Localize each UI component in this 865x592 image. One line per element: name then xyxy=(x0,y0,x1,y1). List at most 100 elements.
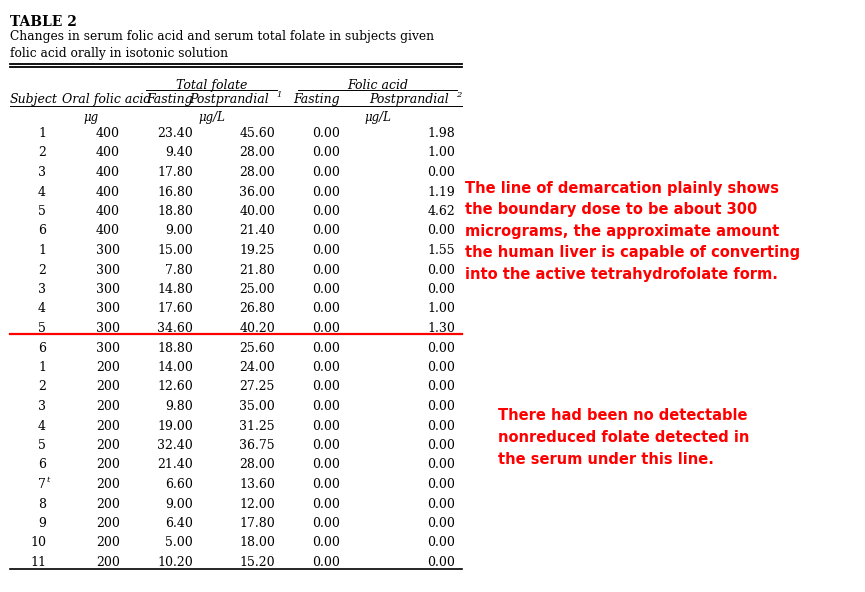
Text: The line of demarcation plainly shows
the boundary dose to be about 300
microgra: The line of demarcation plainly shows th… xyxy=(465,181,800,282)
Text: 16.80: 16.80 xyxy=(157,185,193,198)
Text: 13.60: 13.60 xyxy=(239,478,275,491)
Text: 1: 1 xyxy=(38,127,46,140)
Text: 0.00: 0.00 xyxy=(312,342,340,355)
Text: 0.00: 0.00 xyxy=(312,263,340,276)
Text: 36.00: 36.00 xyxy=(239,185,275,198)
Text: 0.00: 0.00 xyxy=(427,166,455,179)
Text: 200: 200 xyxy=(96,536,120,549)
Text: 1: 1 xyxy=(38,361,46,374)
Text: 0.00: 0.00 xyxy=(427,439,455,452)
Text: 1.98: 1.98 xyxy=(427,127,455,140)
Text: 32.40: 32.40 xyxy=(157,439,193,452)
Text: 18.00: 18.00 xyxy=(239,536,275,549)
Text: 0.00: 0.00 xyxy=(427,420,455,433)
Text: 300: 300 xyxy=(96,303,120,316)
Text: 27.25: 27.25 xyxy=(240,381,275,394)
Text: 1: 1 xyxy=(38,244,46,257)
Text: 11: 11 xyxy=(30,556,46,569)
Text: 200: 200 xyxy=(96,381,120,394)
Text: 4.62: 4.62 xyxy=(427,205,455,218)
Text: 0.00: 0.00 xyxy=(312,381,340,394)
Text: 400: 400 xyxy=(96,205,120,218)
Text: 0.00: 0.00 xyxy=(312,166,340,179)
Text: 21.80: 21.80 xyxy=(240,263,275,276)
Text: 0.00: 0.00 xyxy=(427,517,455,530)
Text: 0.00: 0.00 xyxy=(312,205,340,218)
Text: 10: 10 xyxy=(30,536,46,549)
Text: 40.20: 40.20 xyxy=(240,322,275,335)
Text: 400: 400 xyxy=(96,127,120,140)
Text: 5: 5 xyxy=(38,205,46,218)
Text: Postprandial: Postprandial xyxy=(369,93,449,106)
Text: 25.00: 25.00 xyxy=(240,283,275,296)
Text: μg/L: μg/L xyxy=(364,111,391,124)
Text: 400: 400 xyxy=(96,224,120,237)
Text: 2: 2 xyxy=(38,263,46,276)
Text: μg/L: μg/L xyxy=(198,111,225,124)
Text: 1.55: 1.55 xyxy=(427,244,455,257)
Text: 23.40: 23.40 xyxy=(157,127,193,140)
Text: 0.00: 0.00 xyxy=(312,185,340,198)
Text: 0.00: 0.00 xyxy=(312,244,340,257)
Text: 0.00: 0.00 xyxy=(427,283,455,296)
Text: 21.40: 21.40 xyxy=(157,458,193,471)
Text: 200: 200 xyxy=(96,439,120,452)
Text: 0.00: 0.00 xyxy=(427,263,455,276)
Text: Changes in serum folic acid and serum total folate in subjects given
folic acid : Changes in serum folic acid and serum to… xyxy=(10,30,434,60)
Text: 2: 2 xyxy=(38,381,46,394)
Text: 12.00: 12.00 xyxy=(240,497,275,510)
Text: 18.80: 18.80 xyxy=(157,205,193,218)
Text: 3: 3 xyxy=(38,283,46,296)
Text: 1.30: 1.30 xyxy=(427,322,455,335)
Text: 19.25: 19.25 xyxy=(240,244,275,257)
Text: μg: μg xyxy=(83,111,99,124)
Text: 7: 7 xyxy=(38,478,46,491)
Text: 400: 400 xyxy=(96,146,120,159)
Text: 9.00: 9.00 xyxy=(165,497,193,510)
Text: 10.20: 10.20 xyxy=(157,556,193,569)
Text: 28.00: 28.00 xyxy=(240,166,275,179)
Text: 0.00: 0.00 xyxy=(427,361,455,374)
Text: 17.80: 17.80 xyxy=(240,517,275,530)
Text: 5: 5 xyxy=(38,322,46,335)
Text: 6: 6 xyxy=(38,342,46,355)
Text: Fasting: Fasting xyxy=(293,93,340,106)
Text: 34.60: 34.60 xyxy=(157,322,193,335)
Text: TABLE 2: TABLE 2 xyxy=(10,15,77,29)
Text: t: t xyxy=(47,476,50,484)
Text: 200: 200 xyxy=(96,556,120,569)
Text: 200: 200 xyxy=(96,517,120,530)
Text: 0.00: 0.00 xyxy=(312,224,340,237)
Text: 200: 200 xyxy=(96,478,120,491)
Text: 1: 1 xyxy=(276,91,281,99)
Text: 45.60: 45.60 xyxy=(240,127,275,140)
Text: 4: 4 xyxy=(38,185,46,198)
Text: 9.00: 9.00 xyxy=(165,224,193,237)
Text: Total folate: Total folate xyxy=(176,79,247,92)
Text: 0.00: 0.00 xyxy=(427,400,455,413)
Text: 300: 300 xyxy=(96,322,120,335)
Text: 17.80: 17.80 xyxy=(157,166,193,179)
Text: 0.00: 0.00 xyxy=(427,224,455,237)
Text: 18.80: 18.80 xyxy=(157,342,193,355)
Text: 200: 200 xyxy=(96,400,120,413)
Text: 25.60: 25.60 xyxy=(240,342,275,355)
Text: 24.00: 24.00 xyxy=(240,361,275,374)
Text: 21.40: 21.40 xyxy=(240,224,275,237)
Text: 31.25: 31.25 xyxy=(240,420,275,433)
Text: 0.00: 0.00 xyxy=(312,127,340,140)
Text: 28.00: 28.00 xyxy=(240,146,275,159)
Text: 28.00: 28.00 xyxy=(240,458,275,471)
Text: 2: 2 xyxy=(38,146,46,159)
Text: 300: 300 xyxy=(96,263,120,276)
Text: 7.80: 7.80 xyxy=(165,263,193,276)
Text: 5: 5 xyxy=(38,439,46,452)
Text: 200: 200 xyxy=(96,361,120,374)
Text: 15.00: 15.00 xyxy=(157,244,193,257)
Text: 0.00: 0.00 xyxy=(312,361,340,374)
Text: 0.00: 0.00 xyxy=(312,556,340,569)
Text: 0.00: 0.00 xyxy=(427,478,455,491)
Text: 14.00: 14.00 xyxy=(157,361,193,374)
Text: 0.00: 0.00 xyxy=(427,556,455,569)
Text: 0.00: 0.00 xyxy=(312,517,340,530)
